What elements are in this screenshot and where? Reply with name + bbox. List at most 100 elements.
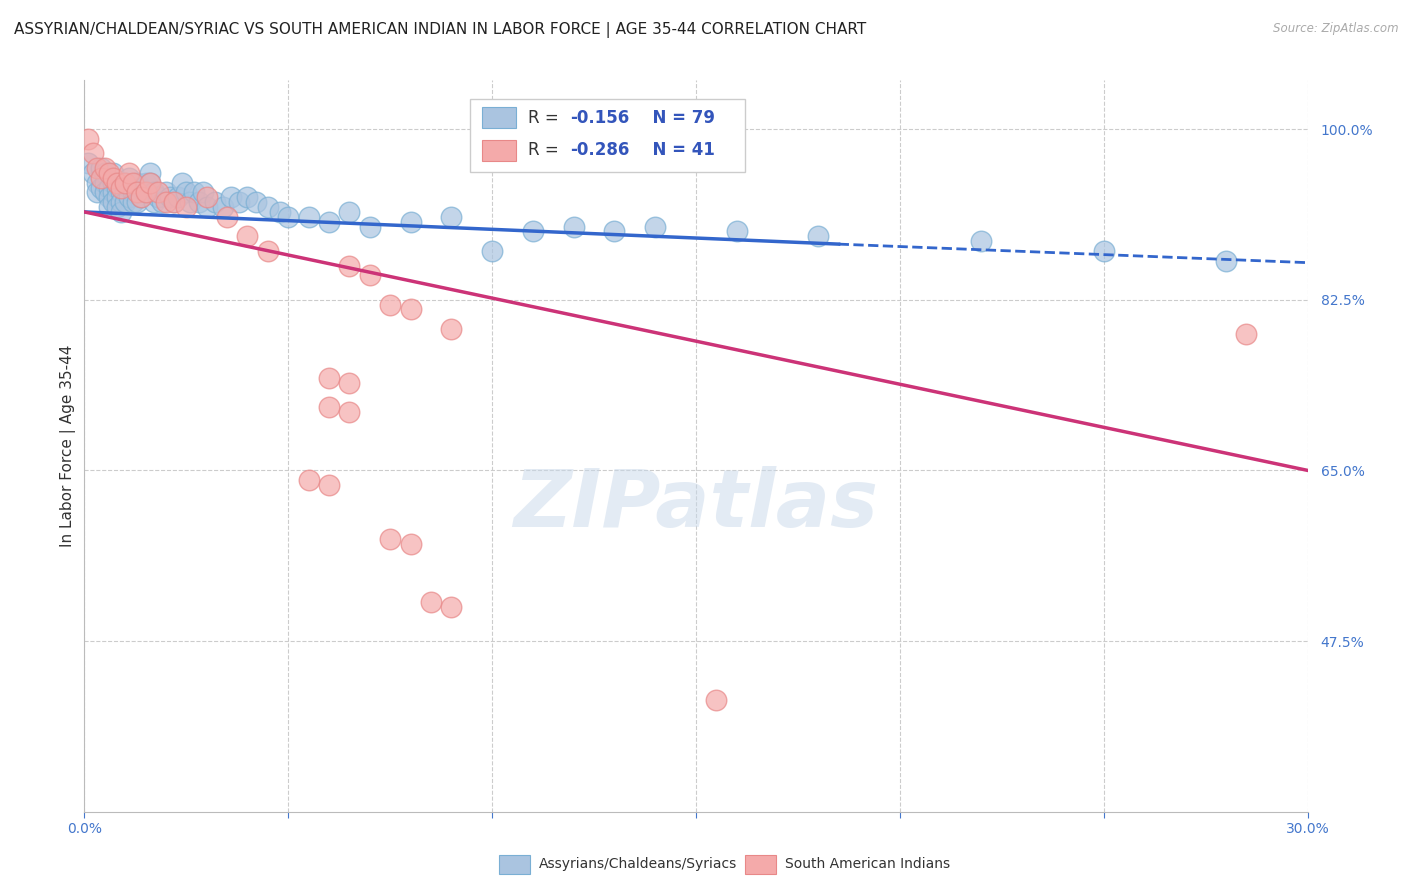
Point (481, 244, 503, 258)
Point (114, 186, 136, 200)
Point (339, 205, 360, 219)
Point (77, 132, 100, 146)
Text: N = 41: N = 41 (641, 142, 714, 160)
Point (339, 259, 360, 273)
Point (97, 180, 120, 194)
Point (236, 229, 259, 244)
Text: R =: R = (529, 109, 564, 127)
Point (82, 166, 104, 180)
Point (704, 692, 728, 706)
Point (118, 190, 141, 204)
Point (167, 190, 190, 204)
Point (127, 186, 149, 200)
Point (93, 166, 115, 180)
Point (127, 176, 149, 190)
Point (970, 234, 993, 248)
FancyBboxPatch shape (482, 107, 516, 128)
Point (725, 224, 748, 238)
Point (1092, 244, 1115, 258)
Point (257, 200, 280, 214)
Point (318, 215, 340, 229)
Point (440, 322, 463, 336)
Point (118, 170, 141, 185)
Point (318, 370, 340, 384)
Point (118, 180, 141, 194)
Point (603, 224, 626, 238)
Point (298, 473, 321, 487)
Point (1215, 253, 1237, 268)
Point (440, 210, 463, 224)
Point (644, 219, 666, 234)
Point (195, 190, 218, 204)
Point (399, 215, 422, 229)
Point (174, 186, 197, 200)
Point (562, 219, 585, 234)
Point (195, 200, 218, 214)
Text: Source: ZipAtlas.com: Source: ZipAtlas.com (1274, 22, 1399, 36)
Point (339, 405, 360, 419)
Point (131, 190, 153, 204)
Text: ZIPatlas: ZIPatlas (513, 466, 879, 543)
Point (228, 195, 250, 210)
Point (257, 244, 280, 258)
Point (110, 180, 132, 194)
Y-axis label: In Labor Force | Age 35-44: In Labor Force | Age 35-44 (60, 345, 76, 547)
Point (86, 186, 108, 200)
Point (114, 176, 136, 190)
Point (93, 161, 115, 175)
Point (359, 219, 381, 234)
Point (86, 161, 108, 175)
Point (122, 176, 145, 190)
Point (219, 190, 242, 204)
Point (105, 200, 128, 214)
Point (174, 200, 197, 214)
Point (339, 376, 360, 390)
Point (212, 200, 235, 214)
Point (86, 176, 108, 190)
Point (318, 400, 340, 414)
Point (101, 186, 124, 200)
Text: Assyrians/Chaldeans/Syriacs: Assyrians/Chaldeans/Syriacs (538, 857, 737, 871)
Point (159, 190, 181, 204)
FancyBboxPatch shape (745, 855, 776, 874)
Point (298, 210, 321, 224)
Point (114, 176, 136, 190)
Point (204, 195, 226, 210)
Point (131, 180, 153, 194)
Point (77, 156, 100, 170)
Point (146, 190, 169, 204)
Point (191, 186, 214, 200)
Text: ASSYRIAN/CHALDEAN/SYRIAC VS SOUTH AMERICAN INDIAN IN LABOR FORCE | AGE 35-44 COR: ASSYRIAN/CHALDEAN/SYRIAC VS SOUTH AMERIC… (14, 22, 866, 38)
Point (110, 205, 132, 219)
Point (127, 195, 149, 210)
Point (114, 195, 136, 210)
Point (399, 536, 422, 550)
Point (101, 170, 124, 185)
Point (101, 166, 124, 180)
Point (187, 195, 209, 210)
Point (105, 180, 128, 194)
Point (236, 190, 259, 204)
Point (142, 186, 165, 200)
Point (420, 595, 443, 609)
Point (135, 186, 157, 200)
Point (90, 180, 112, 194)
Point (359, 268, 381, 283)
Point (93, 176, 115, 190)
Point (1234, 326, 1257, 341)
Point (138, 176, 160, 190)
Point (90, 170, 112, 185)
Point (179, 195, 201, 210)
Point (110, 195, 132, 210)
Text: N = 79: N = 79 (641, 109, 714, 127)
Point (440, 599, 463, 614)
Point (163, 195, 186, 210)
FancyBboxPatch shape (482, 140, 516, 161)
Point (101, 176, 124, 190)
Point (172, 176, 194, 190)
Point (146, 186, 169, 200)
Point (105, 190, 128, 204)
Point (105, 176, 128, 190)
Point (277, 210, 299, 224)
Point (155, 186, 177, 200)
